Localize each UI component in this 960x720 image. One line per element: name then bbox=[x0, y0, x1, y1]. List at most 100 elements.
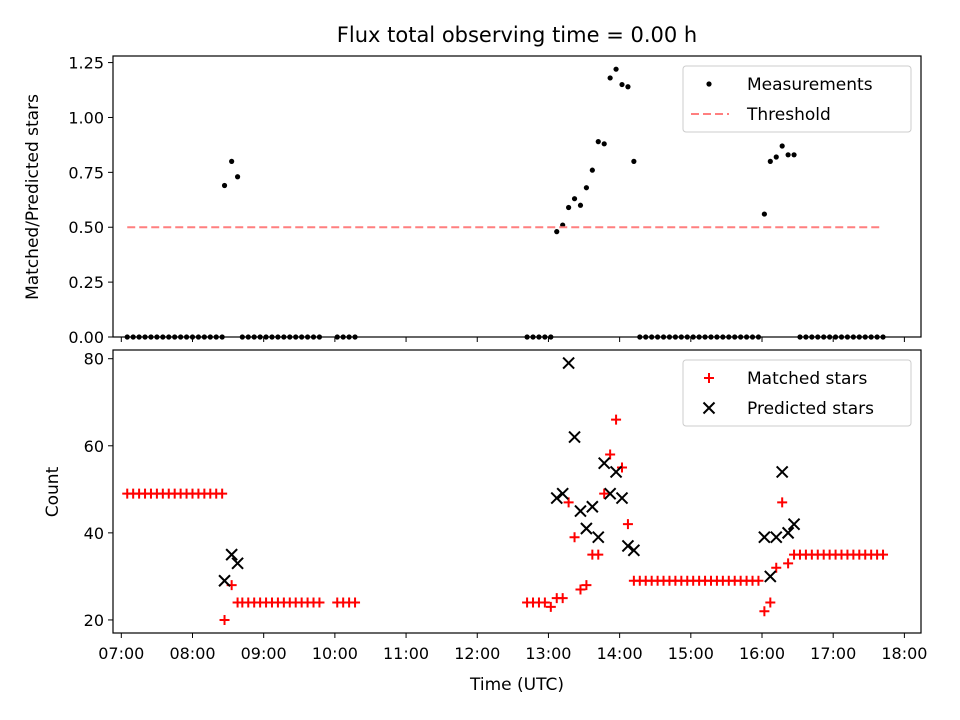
measurement-point bbox=[178, 334, 184, 340]
measurement-point bbox=[672, 334, 678, 340]
measurement-point bbox=[148, 334, 154, 340]
predicted-star-point bbox=[574, 504, 587, 518]
measurement-point bbox=[850, 334, 856, 340]
measurement-point bbox=[619, 81, 625, 88]
measurement-point bbox=[660, 334, 667, 340]
measurement-point bbox=[229, 158, 235, 164]
measurement-point bbox=[542, 334, 548, 340]
predicted-star-point bbox=[764, 570, 777, 583]
predicted-star-point bbox=[781, 526, 795, 540]
matched-star-point bbox=[783, 558, 794, 569]
matched-star-point bbox=[753, 575, 764, 586]
top-y-tick-label: 0.25 bbox=[68, 273, 104, 292]
measurement-point bbox=[207, 334, 213, 340]
measurement-point bbox=[643, 334, 649, 340]
measurement-point bbox=[287, 334, 293, 340]
bottom-x-tick-label: 16:00 bbox=[739, 644, 785, 663]
matched-star-point bbox=[539, 597, 550, 608]
measurement-point bbox=[821, 334, 827, 340]
measurement-point bbox=[548, 334, 554, 340]
matched-star-point bbox=[545, 601, 556, 612]
measurement-point bbox=[304, 334, 311, 340]
measurement-point bbox=[346, 334, 352, 340]
measurement-point bbox=[263, 334, 269, 340]
matched-star-point bbox=[557, 593, 568, 604]
measurement-point bbox=[269, 334, 275, 340]
predicted-star-point bbox=[218, 574, 231, 587]
measurement-point bbox=[868, 334, 874, 340]
matched-star-point bbox=[777, 497, 788, 508]
bottom-series bbox=[122, 356, 889, 625]
predicted-star-point bbox=[580, 522, 593, 535]
measurement-point bbox=[275, 334, 281, 340]
measurement-point bbox=[708, 334, 714, 340]
measurement-point bbox=[219, 334, 225, 340]
top-legend-box bbox=[682, 65, 912, 133]
bottom-legend-box bbox=[682, 359, 912, 427]
x-axis-label: Time (UTC) bbox=[469, 675, 564, 695]
measurement-point bbox=[862, 334, 868, 340]
bottom-y-tick-label: 80 bbox=[84, 350, 104, 369]
measurement-point bbox=[779, 143, 785, 149]
matched-star-point bbox=[759, 606, 770, 617]
predicted-star-point bbox=[603, 487, 617, 500]
measurement-point bbox=[720, 334, 726, 340]
bottom-axes: 20 40 60 80 07:00 08:00 09:00 10:00 11:00 12:00 13… bbox=[84, 349, 927, 663]
measurement-point bbox=[154, 334, 160, 340]
measurement-point bbox=[316, 334, 323, 340]
measurement-point bbox=[530, 334, 536, 340]
measurement-point bbox=[809, 334, 815, 340]
top-y-tick-label: 0.00 bbox=[68, 328, 104, 347]
measurement-point bbox=[221, 182, 228, 189]
measurement-point bbox=[856, 334, 862, 340]
predicted-star-point bbox=[550, 491, 563, 505]
bottom-x-tick-label: 07:00 bbox=[98, 644, 144, 663]
measurement-point bbox=[245, 334, 251, 340]
measurement-point bbox=[566, 204, 572, 211]
measurement-point bbox=[767, 158, 773, 164]
predicted-star-point bbox=[775, 465, 789, 479]
matched-star-point bbox=[350, 597, 361, 608]
measurement-point bbox=[755, 334, 762, 340]
bottom-x-tick-label: 08:00 bbox=[169, 644, 215, 663]
measurement-point bbox=[803, 334, 809, 340]
top-series bbox=[124, 66, 886, 340]
predicted-star-point bbox=[568, 430, 581, 444]
predicted-star-point bbox=[787, 517, 801, 531]
bottom-y-tick-label: 20 bbox=[84, 611, 104, 630]
bottom-x-tick-label: 09:00 bbox=[241, 644, 287, 663]
measurement-point bbox=[601, 141, 607, 147]
measurement-point bbox=[732, 334, 738, 340]
measurement-point bbox=[257, 334, 263, 340]
measurement-point bbox=[571, 196, 578, 202]
measurement-point bbox=[654, 334, 661, 340]
top-panel: Flux total observing time = 0.00 h Match… bbox=[23, 23, 697, 300]
measurement-point bbox=[234, 174, 241, 180]
top-y-tick-label: 1.25 bbox=[68, 54, 104, 73]
bottom-y-axis-label: Count bbox=[43, 466, 63, 517]
matched-star-point bbox=[593, 549, 604, 560]
measurement-point bbox=[649, 334, 655, 340]
matched-star-point bbox=[765, 597, 776, 608]
matched-star-point bbox=[575, 584, 586, 595]
measurement-point bbox=[293, 334, 299, 340]
matched-star-point bbox=[878, 549, 889, 560]
measurement-point bbox=[166, 334, 172, 340]
measurement-point bbox=[844, 334, 851, 340]
measurement-point bbox=[743, 334, 750, 340]
chart-title: Flux total observing time = 0.00 h bbox=[337, 23, 697, 47]
matched-star-point bbox=[563, 497, 574, 508]
measurement-point bbox=[130, 334, 136, 340]
measurement-point bbox=[213, 334, 219, 340]
predicted-star-point bbox=[758, 531, 771, 544]
top-legend-label: Threshold bbox=[746, 105, 831, 125]
bottom-y-tick-label: 60 bbox=[84, 437, 104, 456]
bottom-x-tick-label: 13:00 bbox=[525, 644, 571, 663]
measurement-point bbox=[791, 152, 797, 158]
matched-star-point bbox=[617, 462, 628, 473]
measurement-point bbox=[583, 185, 590, 191]
measurement-point bbox=[352, 334, 358, 340]
predicted-star-point bbox=[592, 531, 605, 544]
measurement-point bbox=[761, 211, 767, 217]
measurement-point bbox=[524, 334, 530, 340]
